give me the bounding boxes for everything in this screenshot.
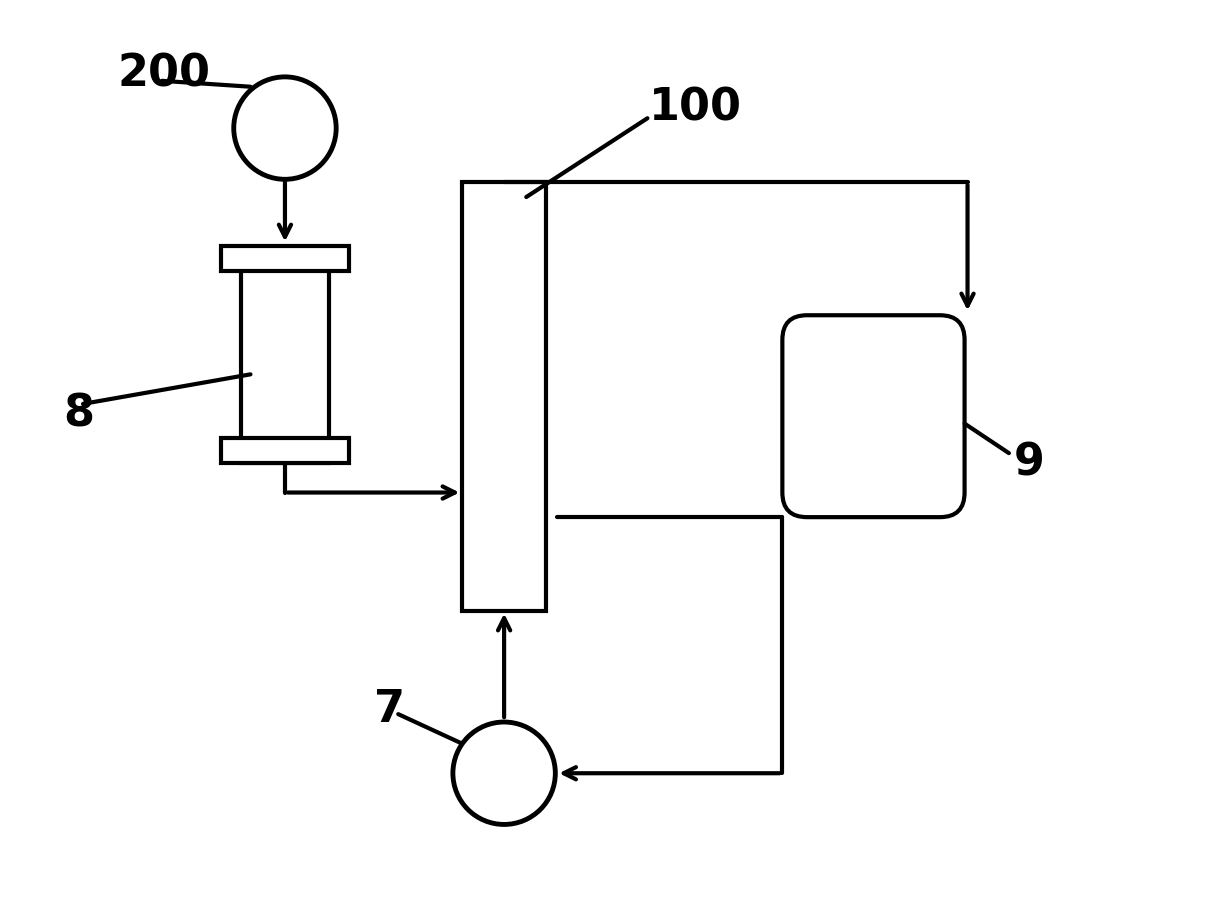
Circle shape xyxy=(453,722,556,824)
FancyBboxPatch shape xyxy=(783,316,964,517)
Text: 9: 9 xyxy=(1014,441,1045,485)
Text: 7: 7 xyxy=(373,688,405,731)
Bar xyxy=(221,438,349,463)
Bar xyxy=(221,246,349,271)
Text: 100: 100 xyxy=(650,87,742,130)
Circle shape xyxy=(234,77,336,179)
Text: 8: 8 xyxy=(63,392,94,436)
Text: 200: 200 xyxy=(117,53,211,95)
Bar xyxy=(240,266,329,463)
Bar xyxy=(462,182,546,611)
